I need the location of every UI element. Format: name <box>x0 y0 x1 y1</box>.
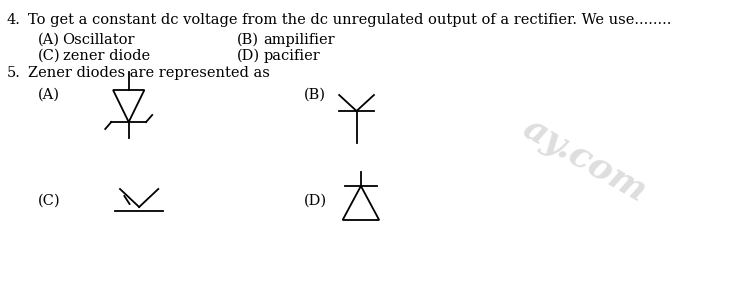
Text: 4.: 4. <box>7 13 21 27</box>
Text: (C): (C) <box>38 49 61 63</box>
Text: (A): (A) <box>38 88 61 102</box>
Text: (A): (A) <box>38 33 61 47</box>
Text: ay.com: ay.com <box>517 112 652 210</box>
Text: (D): (D) <box>237 49 260 63</box>
Text: To get a constant dc voltage from the dc unregulated output of a rectifier. We u: To get a constant dc voltage from the dc… <box>28 13 671 27</box>
Text: ampilifier: ampilifier <box>263 33 335 47</box>
Text: (B): (B) <box>304 88 326 102</box>
Text: 5.: 5. <box>7 66 21 80</box>
Text: Oscillator: Oscillator <box>63 33 135 47</box>
Text: pacifier: pacifier <box>263 49 320 63</box>
Text: (B): (B) <box>237 33 258 47</box>
Text: zener diode: zener diode <box>63 49 150 63</box>
Text: (D): (D) <box>304 194 328 208</box>
Text: Zener diodes are represented as: Zener diodes are represented as <box>28 66 269 80</box>
Text: (C): (C) <box>38 194 61 208</box>
